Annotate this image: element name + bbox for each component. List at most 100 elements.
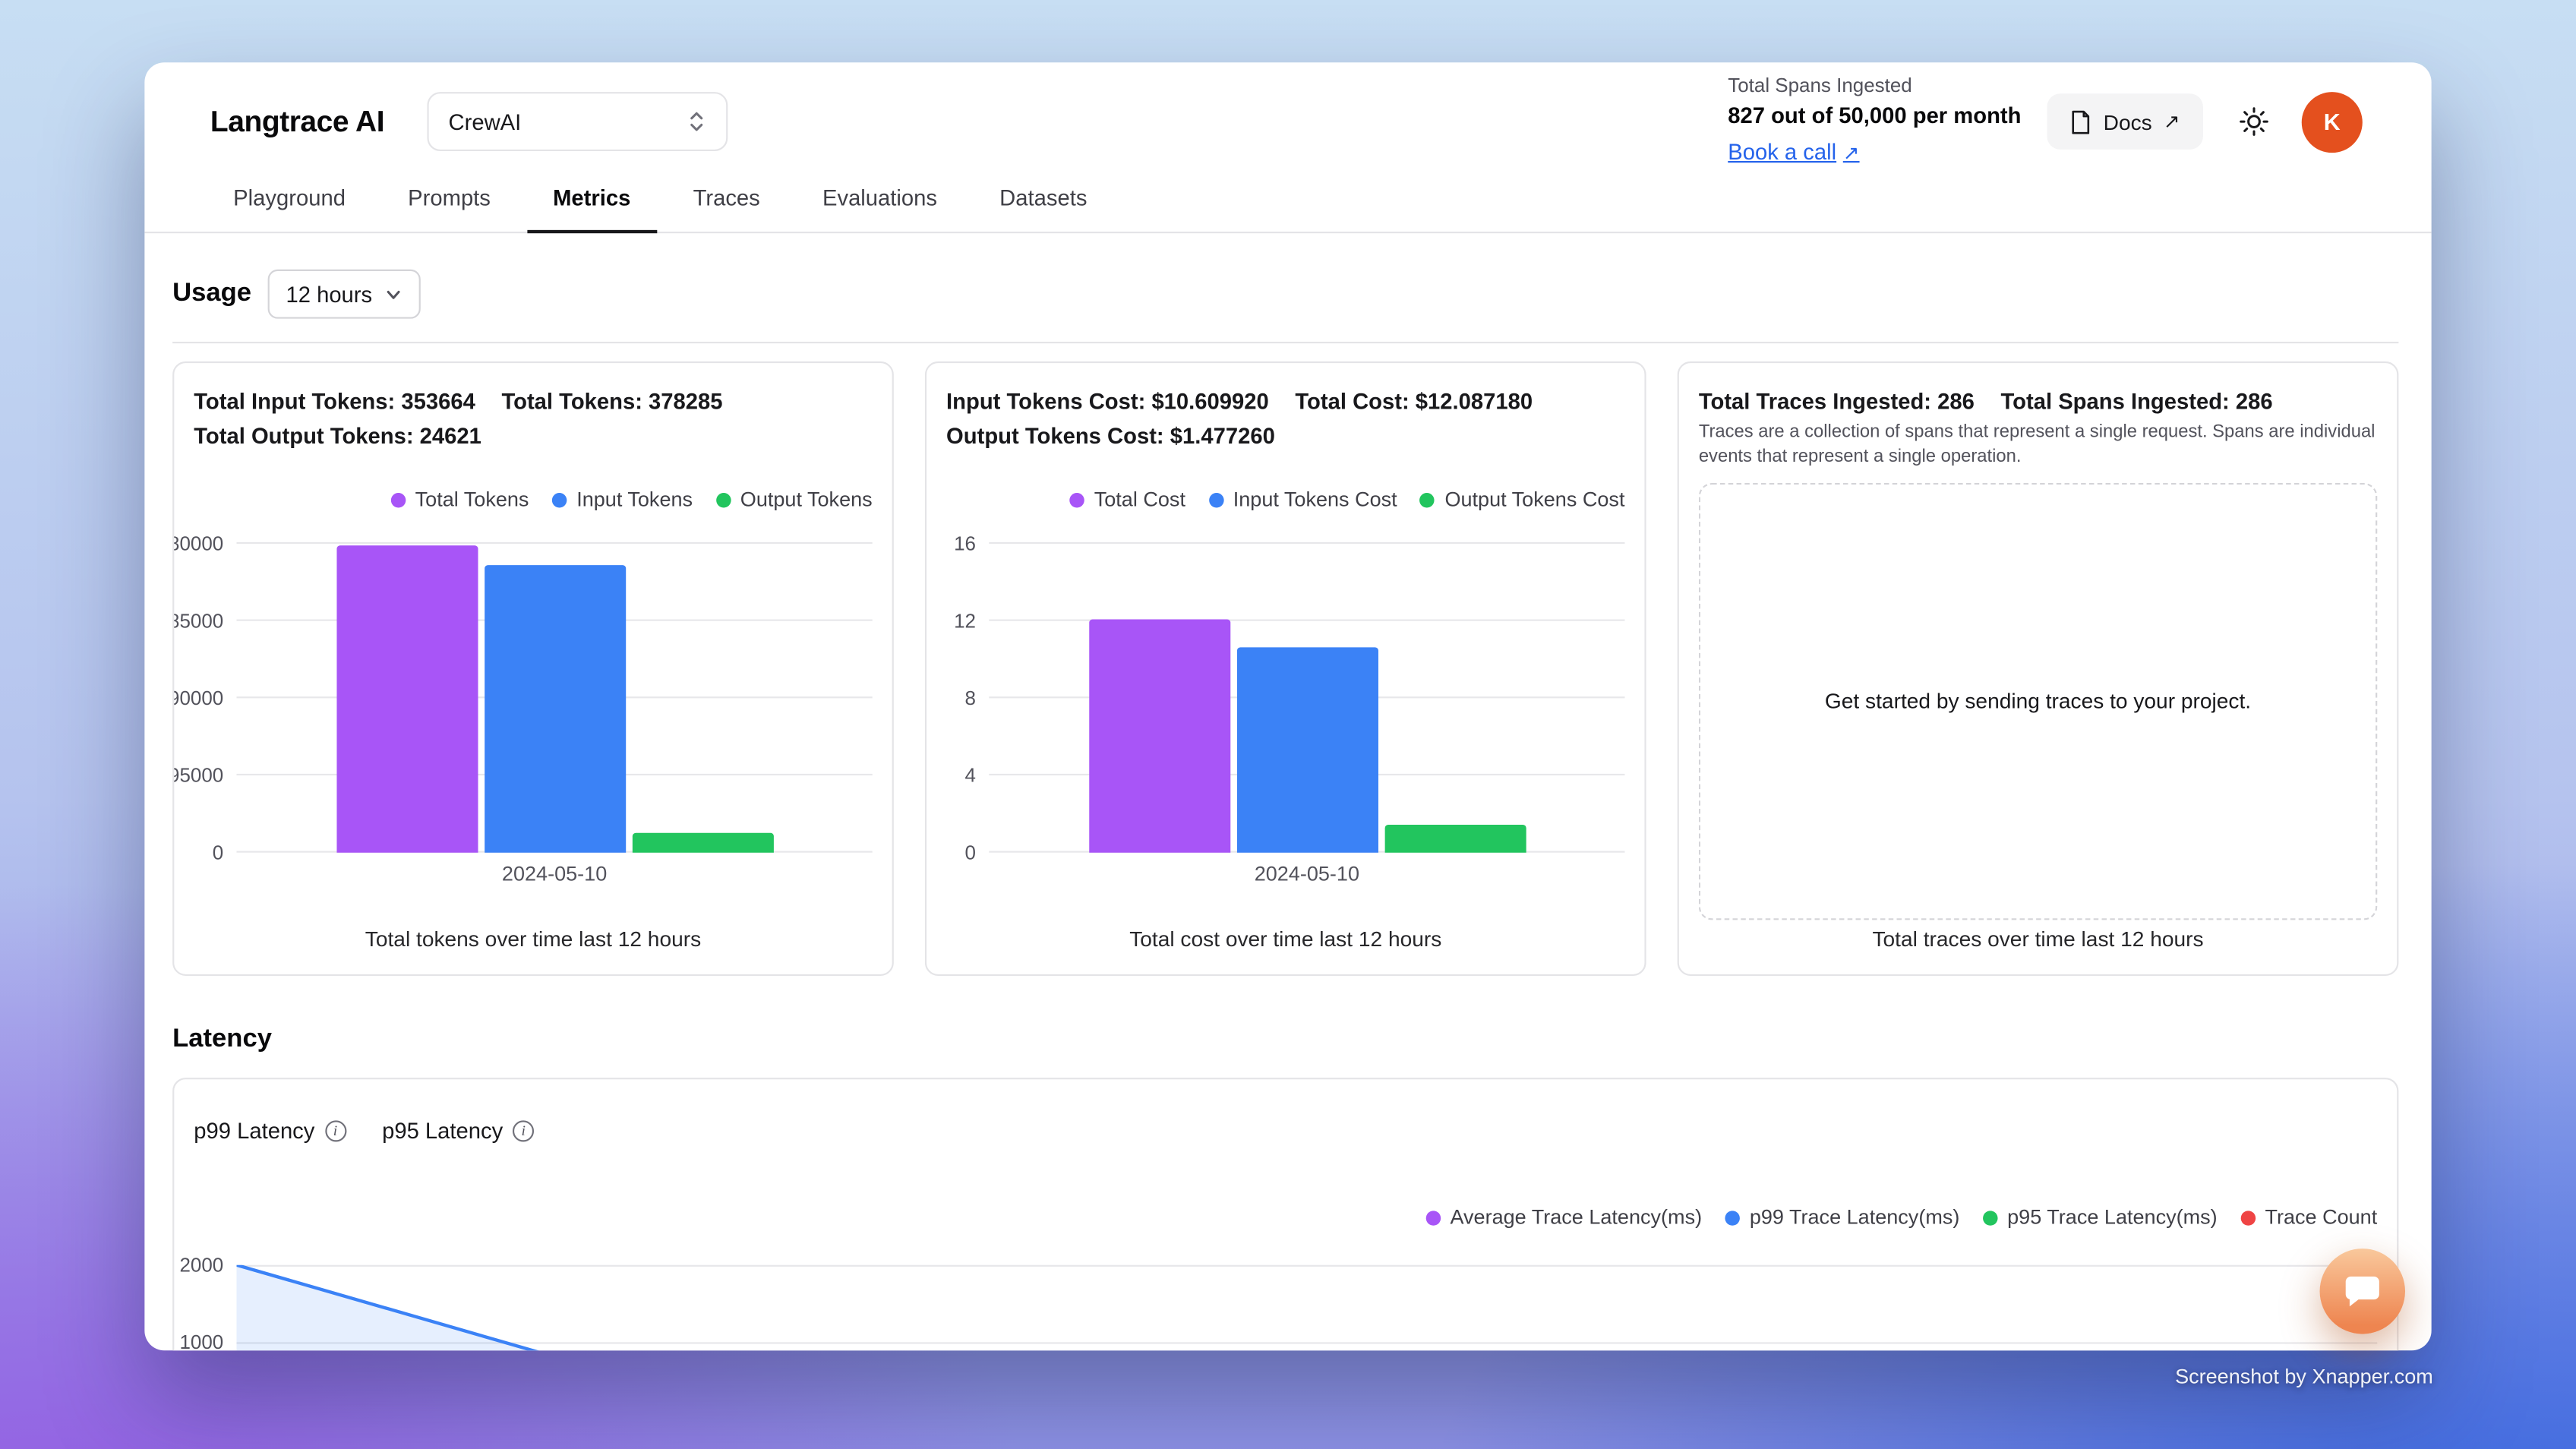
tokens-chart-legend: Total Tokens Input Tokens Output Tokens (194, 488, 873, 511)
bar-output-tokens-cost (1384, 824, 1526, 853)
total-traces-ingested-stat: Total Traces Ingested: 286 (1698, 389, 1975, 415)
timeframe-dropdown[interactable]: 12 hours (267, 269, 420, 319)
p95-latency-toggle[interactable]: p95 Latency (382, 1119, 535, 1144)
bar-total-tokens (336, 545, 478, 853)
traces-card: Total Traces Ingested: 286 Total Spans I… (1677, 361, 2399, 976)
legend-item-input-tokens: Input Tokens (551, 488, 693, 511)
project-selector[interactable]: CrewAI (427, 92, 728, 152)
bar-total-cost (1088, 619, 1230, 853)
legend-dot (1425, 1210, 1441, 1225)
project-selector-value: CrewAI (448, 109, 522, 134)
legend-label: Input Tokens Cost (1233, 488, 1397, 511)
main-content: Usage 12 hours Total Input Tokens: 35366… (144, 233, 2431, 1351)
bars-group (237, 544, 873, 853)
chat-widget-button[interactable] (2319, 1249, 2406, 1334)
latency-section-title: Latency (172, 1024, 272, 1053)
y-axis-tick: 95000 (172, 763, 224, 788)
legend-item-total-tokens: Total Tokens (390, 488, 529, 511)
legend-label: p95 Trace Latency(ms) (2007, 1205, 2218, 1230)
total-spans-ingested-stat: Total Spans Ingested: 286 (2000, 389, 2273, 415)
y-axis-tick: 8 (964, 687, 976, 710)
legend-dot (1420, 491, 1435, 507)
cost-usage-card: Input Tokens Cost: $10.609920 Total Cost… (924, 361, 1646, 976)
gridline (236, 1342, 2378, 1344)
tokens-stats-row-2: Total Output Tokens: 24621 (194, 424, 872, 448)
tokens-usage-card: Total Input Tokens: 353664 Total Tokens:… (172, 361, 894, 976)
chevron-down-icon (386, 289, 399, 298)
output-tokens-cost-stat: Output Tokens Cost: $1.477260 (946, 424, 1275, 449)
app-logo: Langtrace AI (210, 104, 385, 137)
gridline (236, 1264, 2378, 1267)
y-axis-tick: 1000 (179, 1331, 224, 1351)
chevron-updown-icon (690, 112, 703, 131)
legend-item-trace-count: Trace Count (2240, 1206, 2377, 1229)
legend-label: Output Tokens Cost (1444, 488, 1625, 511)
usage-section-header: Usage 12 hours (172, 260, 2399, 344)
legend-dot (1208, 491, 1223, 507)
bar-output-tokens (631, 832, 773, 853)
tab-datasets[interactable]: Datasets (974, 168, 1113, 234)
cost-stats-row-2: Output Tokens Cost: $1.477260 (946, 424, 1624, 448)
y-axis-tick: 190000 (174, 687, 224, 710)
tab-prompts[interactable]: Prompts (382, 168, 517, 234)
header-top-row: Langtrace AI CrewAI Total Spans Ingested… (144, 62, 2431, 167)
legend-label: Input Tokens (576, 488, 693, 511)
usage-section-title: Usage (172, 279, 252, 308)
y-axis-tick: 380000 (174, 532, 224, 556)
legend-item-input-tokens-cost: Input Tokens Cost (1208, 488, 1397, 511)
legend-dot (551, 491, 567, 507)
total-output-tokens-stat: Total Output Tokens: 24621 (194, 424, 481, 449)
x-axis-label: 2024-05-10 (1254, 862, 1360, 886)
tab-metrics[interactable]: Metrics (526, 168, 658, 234)
legend-dot (1982, 1210, 1998, 1225)
tokens-stats-row-1: Total Input Tokens: 353664 Total Tokens:… (194, 390, 872, 414)
docs-button-label: Docs (2103, 109, 2152, 134)
p99-latency-toggle[interactable]: p99 Latency (194, 1119, 346, 1144)
info-icon (513, 1120, 535, 1142)
timeframe-value: 12 hours (286, 282, 373, 307)
legend-label: Total Tokens (415, 488, 529, 511)
latency-chart-legend: Average Trace Latency(ms) p99 Trace Laten… (194, 1206, 2377, 1229)
docs-button[interactable]: Docs ↗ (2047, 93, 2203, 150)
theme-toggle-button[interactable] (2230, 97, 2279, 147)
legend-item-total-cost: Total Cost (1069, 488, 1185, 511)
spans-ingested-value: 827 out of 50,000 per month (1728, 103, 2022, 128)
sun-icon (2240, 107, 2268, 136)
total-cost-stat: Total Cost: $12.087180 (1295, 389, 1533, 415)
cost-chart-legend: Total Cost Input Tokens Cost Output Tokens… (946, 488, 1625, 511)
latency-area-series (236, 1264, 539, 1351)
legend-item-p95-trace-latency-ms: p95 Trace Latency(ms) (1982, 1205, 2218, 1230)
x-axis-label: 2024-05-10 (501, 862, 608, 886)
bars-group (989, 544, 1624, 853)
avatar[interactable]: K (2301, 91, 2363, 153)
total-tokens-stat: Total Tokens: 378285 (501, 389, 723, 415)
nav-tabs: Playground Prompts Metrics Traces Evaluation… (144, 168, 2431, 234)
gridline (989, 619, 1625, 621)
y-axis-tick: 0 (212, 841, 224, 864)
legend-dot (390, 491, 406, 507)
screenshot-watermark: Screenshot by Xnapper.com (2175, 1365, 2433, 1388)
legend-dot (1725, 1210, 1740, 1225)
legend-label: Average Trace Latency(ms) (1450, 1205, 1703, 1230)
book-a-call-label: Book a call (1728, 140, 1837, 165)
tokens-bar-chart: 0 95000 190000 285000 380000 2024-05-10 (174, 532, 873, 886)
plot-area: 0 4 8 12 16 (954, 532, 1625, 864)
y-axis-tick: 4 (964, 763, 976, 788)
p95-latency-label: p95 Latency (382, 1119, 504, 1144)
book-a-call-link[interactable]: Book a call ↗ (1728, 137, 1859, 170)
tab-traces[interactable]: Traces (667, 168, 786, 234)
gridline (989, 541, 1625, 545)
legend-dot (2240, 1210, 2256, 1225)
legend-label: Trace Count (2265, 1205, 2378, 1230)
legend-dot (715, 491, 731, 507)
traces-empty-state-text: Get started by sending traces to your pr… (1824, 688, 2252, 714)
traces-description: Traces are a collection of spans that re… (1698, 421, 2376, 467)
chat-bubble-icon (2345, 1276, 2379, 1307)
legend-label: p99 Trace Latency(ms) (1749, 1205, 1960, 1230)
app-window: Langtrace AI CrewAI Total Spans Ingested… (144, 62, 2432, 1351)
total-input-tokens-stat: Total Input Tokens: 353664 (194, 389, 475, 415)
legend-label: Output Tokens (740, 488, 873, 511)
tab-playground[interactable]: Playground (207, 168, 372, 234)
tab-evaluations[interactable]: Evaluations (796, 168, 963, 234)
